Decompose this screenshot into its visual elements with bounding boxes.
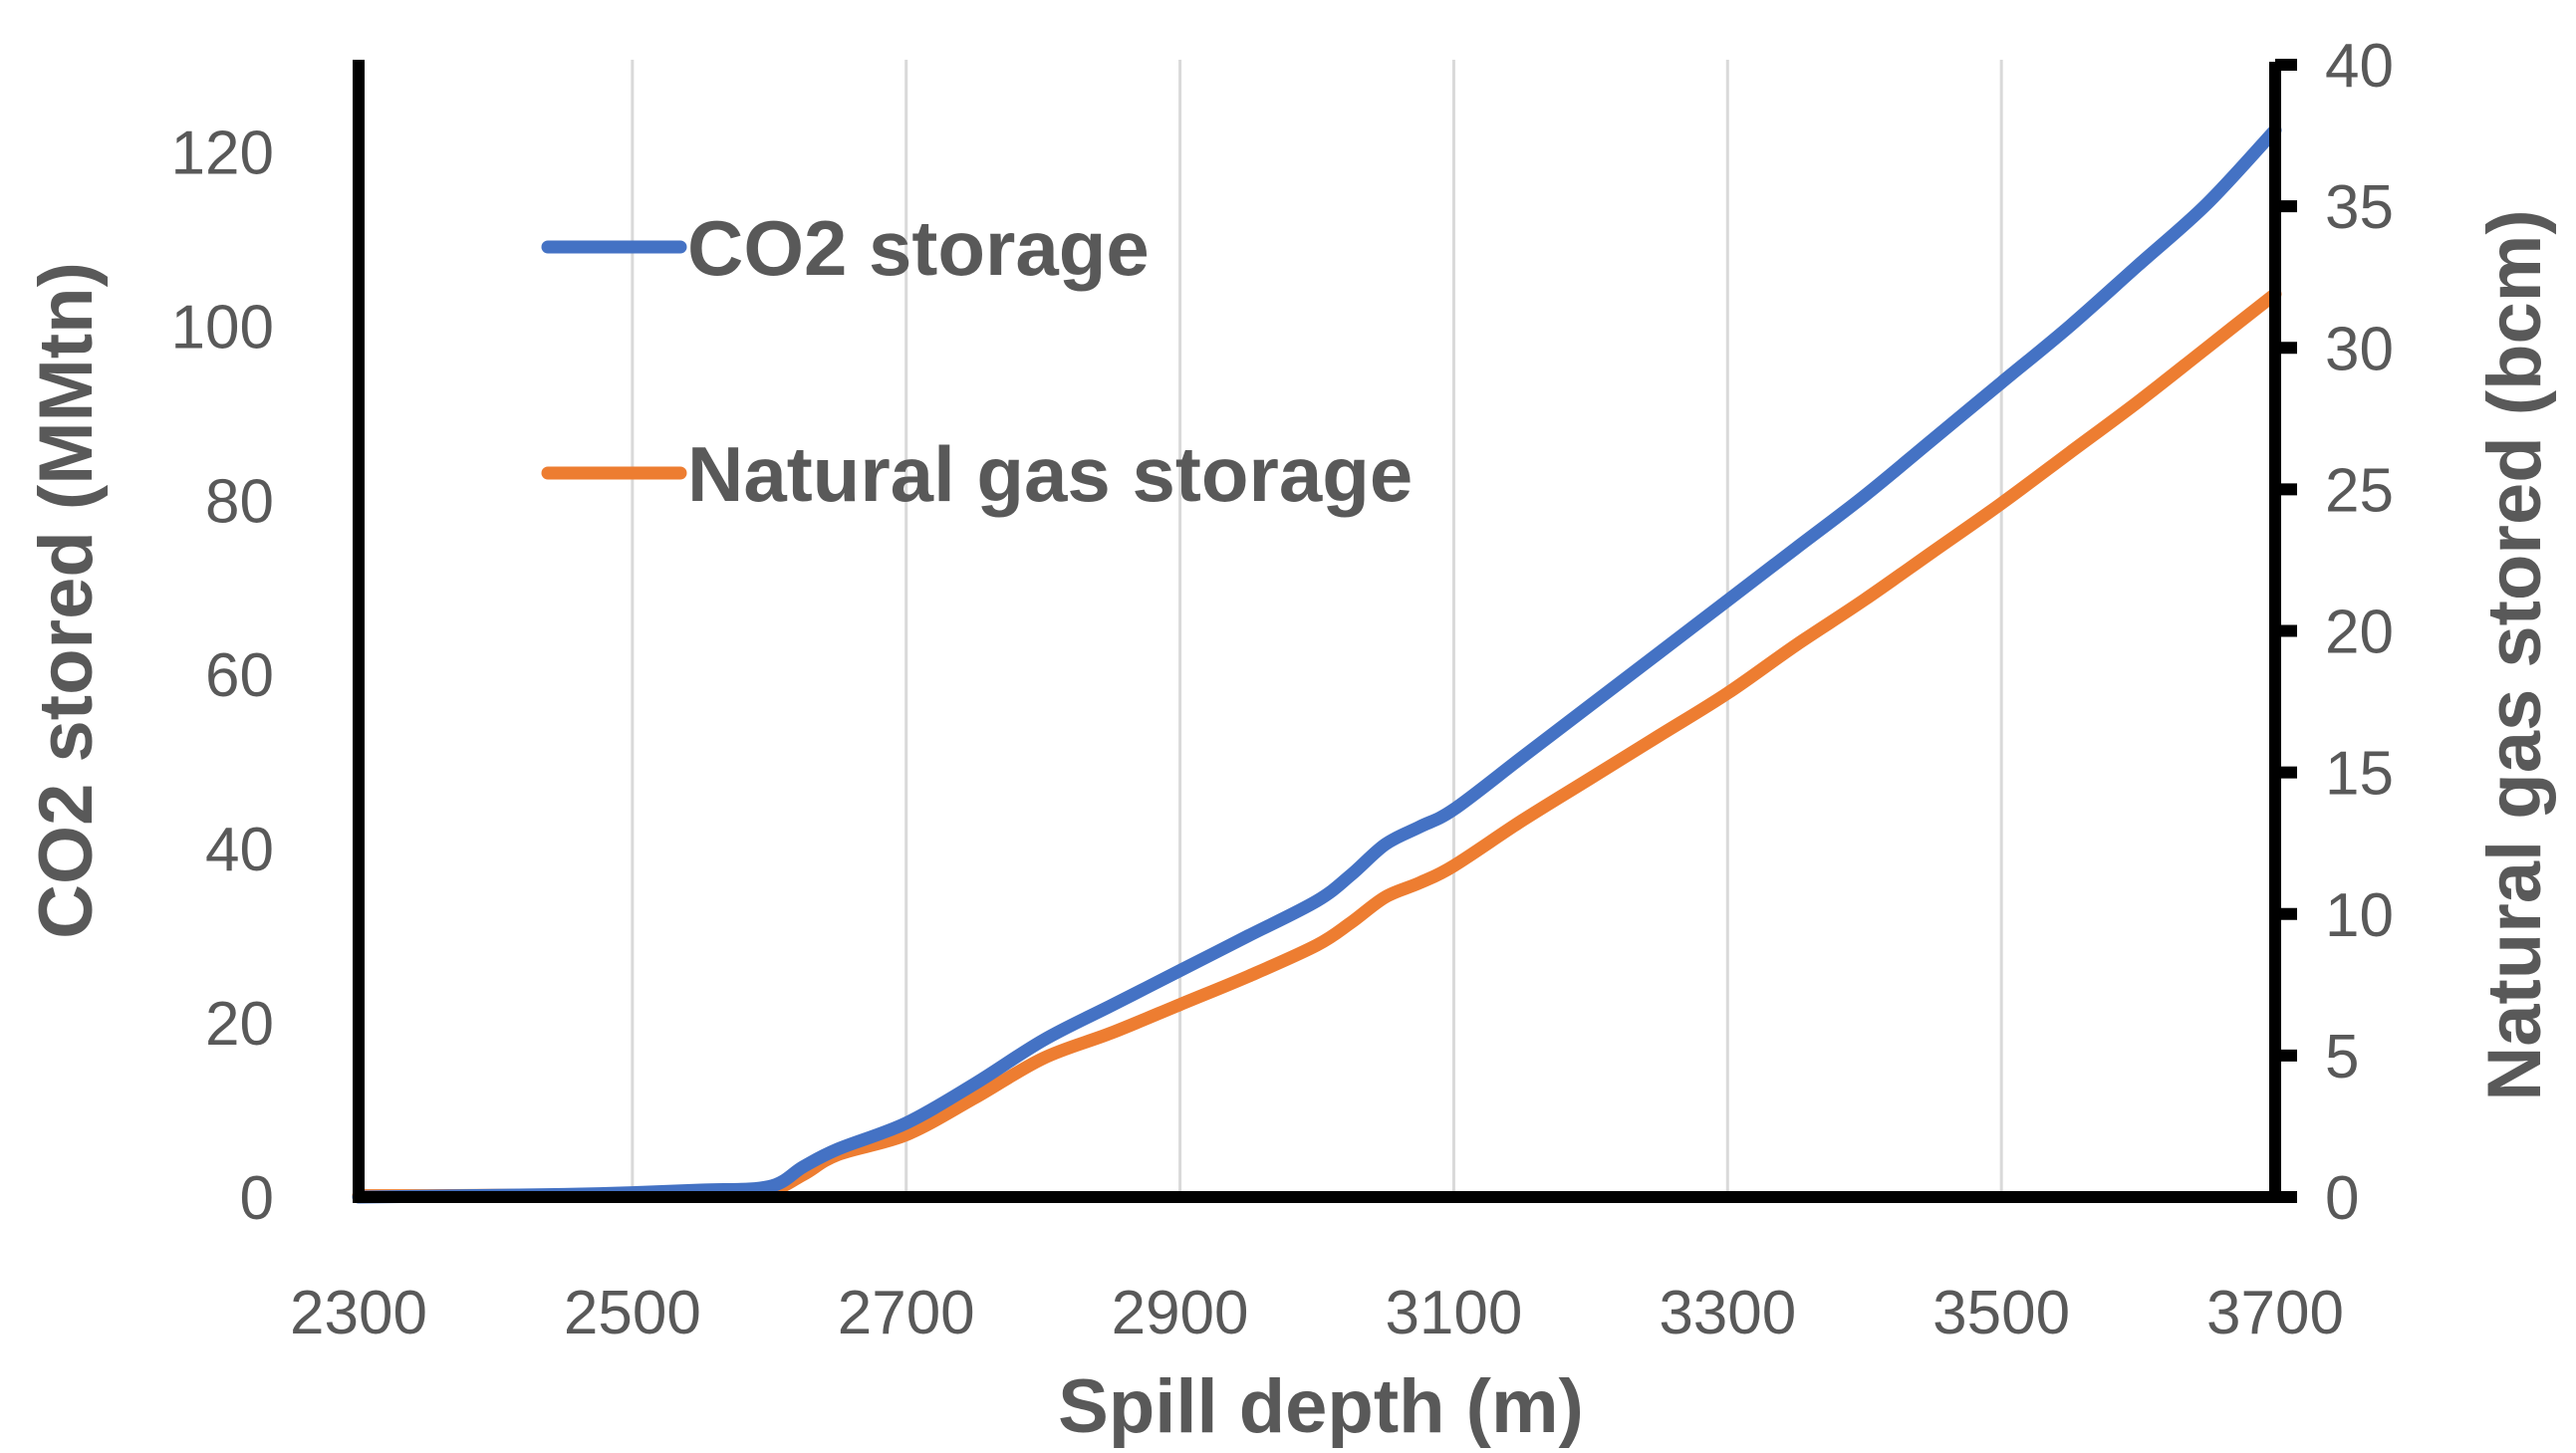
right-y-tick-label-10: 10 [2325, 881, 2394, 950]
x-tick-label-2700: 2700 [838, 1279, 975, 1347]
x-tick-label-2300: 2300 [290, 1279, 427, 1347]
tick-labels: 2300 2500 2700 2900 3100 3300 3500 3700 0 20 40 60 8… [171, 32, 2394, 1347]
left-y-axis-title: CO2 stored (MMtn) [24, 262, 109, 939]
left-y-tick-label-60: 60 [205, 641, 274, 710]
right-y-tick-label-15: 15 [2325, 740, 2394, 809]
right-y-tick-label-25: 25 [2325, 456, 2394, 525]
right-y-tick-label-5: 5 [2325, 1023, 2359, 1091]
left-y-tick-label-0: 0 [240, 1164, 274, 1233]
legend-label-natural-gas-storage: Natural gas storage [687, 430, 1413, 518]
left-y-tick-label-120: 120 [171, 119, 274, 187]
gridlines [631, 60, 2003, 1197]
series-line-natural-gas-storage [352, 287, 2282, 1203]
x-axis-title: Spill depth (m) [1058, 1364, 1584, 1449]
right-y-tick-label-0: 0 [2325, 1164, 2359, 1233]
right-y-tick-label-20: 20 [2325, 599, 2394, 667]
series-lines [352, 123, 2282, 1204]
left-y-tick-label-20: 20 [205, 990, 274, 1059]
series-line-co2-storage [352, 123, 2282, 1204]
legend-label-co2-storage: CO2 storage [687, 204, 1150, 292]
x-tick-label-2500: 2500 [564, 1279, 701, 1347]
right-y-axis-title: Natural gas stored (bcm) [2472, 209, 2557, 1100]
legend: CO2 storage Natural gas storage [541, 204, 1413, 518]
x-tick-label-3300: 3300 [1659, 1279, 1796, 1347]
right-y-tick-label-35: 35 [2325, 173, 2394, 242]
x-tick-label-3100: 3100 [1385, 1279, 1522, 1347]
left-y-tick-label-80: 80 [205, 467, 274, 536]
axes [353, 59, 2297, 1203]
x-tick-label-2900: 2900 [1112, 1279, 1249, 1347]
right-y-tick-label-40: 40 [2325, 32, 2394, 101]
left-y-tick-label-40: 40 [205, 816, 274, 884]
x-tick-label-3700: 3700 [2206, 1279, 2344, 1347]
right-y-tick-label-30: 30 [2325, 315, 2394, 383]
left-y-tick-label-100: 100 [171, 293, 274, 362]
x-tick-label-3500: 3500 [1932, 1279, 2070, 1347]
